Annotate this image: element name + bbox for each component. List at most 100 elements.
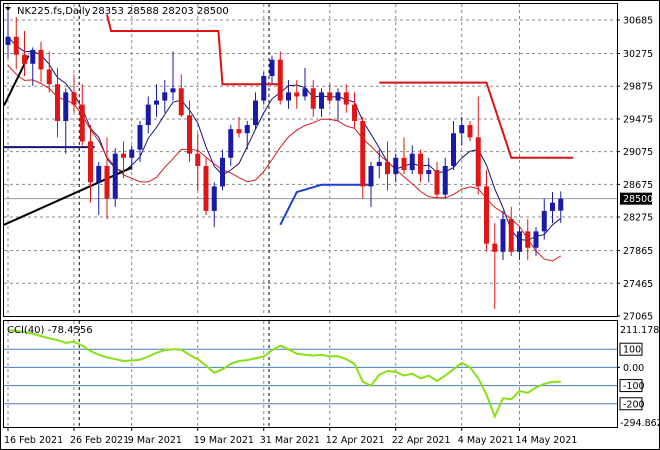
candle-body — [187, 115, 192, 154]
candle-body — [393, 157, 399, 175]
time-tick-label: 12 Apr 2021 — [326, 435, 385, 446]
cci-level-box — [619, 397, 643, 411]
candle-body — [360, 120, 366, 187]
candle-body — [475, 137, 481, 187]
candle-body — [112, 153, 118, 199]
candle-body — [277, 59, 283, 101]
time-tick-label: 9 Mar 2021 — [128, 435, 182, 446]
candle-body — [269, 59, 275, 77]
candle-body — [170, 88, 176, 93]
candle-body — [541, 210, 547, 232]
candle-body — [352, 104, 357, 121]
candle-body — [418, 153, 423, 175]
candle-body — [401, 157, 407, 171]
candle-body — [38, 49, 44, 70]
candle-body — [236, 129, 242, 134]
cci-layer: 100 0.00 -100 -200 — [4, 329, 645, 420]
candle-body — [211, 186, 217, 211]
candle-body — [385, 161, 390, 175]
candle-body — [30, 49, 36, 64]
candle-body — [195, 153, 201, 166]
price-tick-label: 30685 — [623, 16, 653, 27]
candle-body — [368, 165, 374, 187]
candle-body — [22, 54, 27, 64]
time-tick-label: 31 Mar 2021 — [260, 435, 320, 446]
symbol-label: NK225.fs,Daily — [17, 6, 91, 17]
current-price-tag — [620, 192, 652, 205]
time-tick-label: 16 Feb 2021 — [4, 435, 63, 446]
candle-body — [228, 129, 234, 158]
time-tick-label: 4 May 2021 — [458, 435, 514, 446]
candle-body — [294, 92, 300, 97]
time-tick-label: 19 Mar 2021 — [194, 435, 254, 446]
current-price-label: 28500 — [623, 194, 653, 205]
time-tick-label: 26 Feb 2021 — [70, 435, 129, 446]
candle-body — [96, 165, 102, 183]
candle-body — [13, 36, 19, 55]
candle-body — [558, 198, 564, 211]
cci-level-box — [619, 379, 643, 393]
candle-body — [310, 88, 316, 109]
ohlc-values: 28353 28588 28203 28500 — [92, 6, 229, 17]
indicator-pane[interactable] — [3, 320, 618, 428]
candle-body — [286, 92, 291, 101]
cci-scale-top: 211.1788 — [620, 325, 660, 336]
candle-body — [442, 165, 448, 195]
price-tick-label: 28275 — [623, 213, 653, 224]
candle-body — [178, 88, 184, 116]
dropdown-arrow-icon[interactable] — [5, 7, 11, 11]
price-tick-label: 27065 — [623, 312, 653, 323]
overlay-lines — [3, 14, 574, 262]
candle-body — [550, 202, 555, 211]
cci-level-box — [619, 342, 643, 356]
candle-body — [459, 125, 465, 134]
cci-level-label: 100 — [623, 345, 641, 356]
time-tick-label: 14 May 2021 — [516, 435, 578, 446]
price-tick-label: 30275 — [623, 49, 653, 60]
candle-body — [121, 153, 126, 158]
candle-body — [253, 100, 258, 126]
candle-body — [484, 186, 489, 244]
candle-body — [63, 92, 69, 121]
ma-fast-line — [7, 65, 562, 262]
candle-body — [426, 170, 432, 175]
cci-level-label: -100 — [623, 381, 645, 392]
cci-label: CCI(40) -78.4556 — [7, 325, 93, 336]
trend-line — [3, 166, 133, 226]
candle-body — [467, 125, 473, 138]
candle-body — [434, 170, 440, 195]
candle-body — [335, 92, 341, 101]
candle-body — [145, 104, 151, 126]
candles — [5, 12, 564, 310]
candle-body — [88, 141, 93, 183]
candle-body — [343, 92, 349, 105]
candle-body — [220, 157, 225, 187]
candle-body — [409, 153, 415, 171]
support-line — [279, 183, 371, 226]
main-pane[interactable] — [3, 3, 618, 317]
candle-body — [492, 243, 498, 252]
candle-body — [55, 84, 60, 121]
candle-body — [508, 219, 514, 252]
candle-body — [451, 133, 456, 166]
candle-body — [327, 92, 333, 101]
axes: 30685 30275 29875 29475 29075 28675 28275 27865… — [4, 16, 653, 447]
resistance-line — [379, 81, 574, 159]
candle-body — [319, 92, 324, 109]
cci-level-label: -200 — [623, 399, 645, 410]
ma-slow-line — [7, 36, 562, 241]
price-tick-label: 27465 — [623, 279, 653, 290]
candle-body — [46, 69, 52, 85]
candle-body — [261, 76, 267, 101]
candle-body — [71, 92, 77, 105]
candle-body — [203, 165, 209, 211]
cci-scale-bottom: -294.862 — [620, 418, 660, 429]
price-tick-label: 29075 — [623, 147, 653, 158]
price-tick-label: 29475 — [623, 114, 653, 125]
candle-body — [525, 231, 531, 248]
candle-body — [302, 88, 308, 97]
resistance-line — [106, 14, 281, 86]
price-tick-label: 28675 — [623, 180, 653, 191]
price-tick-label: 27865 — [623, 246, 653, 257]
